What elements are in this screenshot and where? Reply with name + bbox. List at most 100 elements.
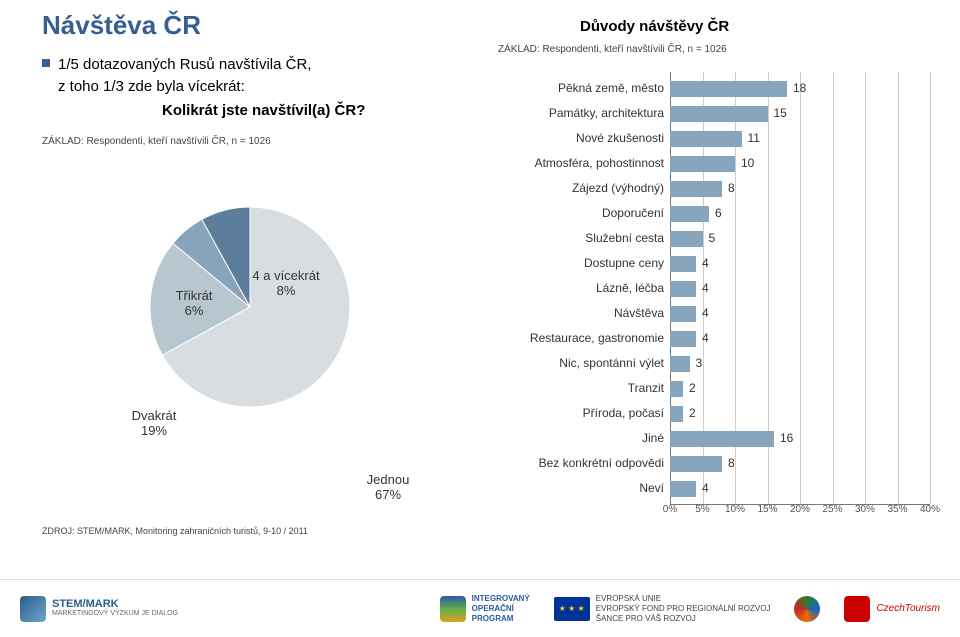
bar-rect: [670, 81, 787, 97]
bar-rect: [670, 331, 696, 347]
stemmark-slogan: MARKETINGOVÝ VÝZKUM JE DIALOG: [52, 609, 178, 619]
bar-rect: [670, 481, 696, 497]
eu-line-3: ŠANCE PRO VÁŠ ROZVOJ: [596, 614, 771, 624]
logo-eu: ★ ★ ★ EVROPSKÁ UNIE EVROPSKÝ FOND PRO RE…: [554, 594, 771, 624]
bar-x-tick-label: 30%: [850, 504, 880, 515]
bar-category-label: Lázně, léčba: [498, 276, 670, 301]
pie-slice-label: 4 a vícekrát8%: [226, 268, 346, 298]
bar-x-tick-label: 40%: [915, 504, 945, 515]
bar-value-label: 8: [728, 451, 735, 476]
bar-rect: [670, 206, 709, 222]
bullet-line-1: 1/5 dotazovaných Rusů navštívila ČR,: [58, 56, 311, 73]
bar-category-label: Jiné: [498, 426, 670, 451]
bar-category-label: Neví: [498, 476, 670, 501]
bar-category-label: Bez konkrétní odpovědi: [498, 451, 670, 476]
logo-mmr: [794, 596, 820, 622]
bar-value-label: 4: [702, 251, 709, 276]
bar-chart: 0%5%10%15%20%25%30%35%40%181511108654444…: [498, 72, 930, 522]
pie-base-note: ZÁKLAD: Respondenti, kteří navštívili ČR…: [42, 136, 271, 147]
bar-category-label: Návštěva: [498, 301, 670, 326]
mmr-icon: [794, 596, 820, 622]
eu-line-1: EVROPSKÁ UNIE: [596, 594, 771, 604]
bar-value-label: 5: [709, 226, 716, 251]
bar-chart-base-note: ZÁKLAD: Respondenti, kteří navštívili ČR…: [498, 44, 727, 55]
bar-value-label: 4: [702, 476, 709, 501]
bar-rect: [670, 381, 683, 397]
bar-gridline: [800, 72, 801, 504]
bar-value-label: 6: [715, 201, 722, 226]
bar-category-label: Služební cesta: [498, 226, 670, 251]
bar-value-label: 4: [702, 276, 709, 301]
bar-x-tick-label: 5%: [688, 504, 718, 515]
bar-x-tick-label: 10%: [720, 504, 750, 515]
bar-rect: [670, 156, 735, 172]
bar-value-label: 11: [748, 126, 760, 151]
bar-rect: [670, 356, 690, 372]
bar-category-label: Památky, architektura: [498, 101, 670, 126]
bar-category-label: Dostupne ceny: [498, 251, 670, 276]
bar-rect: [670, 406, 683, 422]
bar-category-label: Příroda, počasí: [498, 401, 670, 426]
pie-question: Kolikrát jste navštívil(a) ČR?: [162, 102, 365, 119]
iop-text: INTEGROVANÝ OPERAČNÍ PROGRAM: [472, 594, 530, 624]
footer-logos: STEM/MARK MARKETINGOVÝ VÝZKUM JE DIALOG …: [0, 579, 960, 637]
bar-category-label: Nové zkušenosti: [498, 126, 670, 151]
bar-rect: [670, 281, 696, 297]
page-title: Návštěva ČR: [42, 10, 201, 41]
bar-category-label: Restaurace, gastronomie: [498, 326, 670, 351]
bar-x-tick-label: 35%: [883, 504, 913, 515]
slide: Návštěva ČR 1/5 dotazovaných Rusů navští…: [0, 0, 960, 637]
bullet-text: 1/5 dotazovaných Rusů navštívila ČR, z t…: [42, 54, 311, 98]
eu-line-2: EVROPSKÝ FOND PRO REGIONÁLNÍ ROZVOJ: [596, 604, 771, 614]
bar-rect: [670, 131, 742, 147]
bar-rect: [670, 306, 696, 322]
bar-rect: [670, 456, 722, 472]
bar-x-tick-label: 0%: [655, 504, 685, 515]
bar-value-label: 8: [728, 176, 735, 201]
bar-category-label: Atmosféra, pohostinnost: [498, 151, 670, 176]
bar-value-label: 16: [780, 426, 793, 451]
czechtourism-icon: [844, 596, 870, 622]
logo-iop: INTEGROVANÝ OPERAČNÍ PROGRAM: [440, 594, 530, 624]
stemmark-name: STEM/MARK: [52, 599, 178, 609]
bar-gridline: [833, 72, 834, 504]
logo-stemmark: STEM/MARK MARKETINGOVÝ VÝZKUM JE DIALOG: [20, 596, 178, 622]
eu-flag-icon: ★ ★ ★: [554, 597, 590, 621]
pie-slice-label: Jednou67%: [328, 472, 448, 502]
bar-gridline: [898, 72, 899, 504]
logo-czechtourism: CzechTourism: [844, 596, 940, 622]
bar-value-label: 18: [793, 76, 806, 101]
bar-category-label: Tranzit: [498, 376, 670, 401]
bullet-icon: [42, 59, 50, 67]
bar-value-label: 4: [702, 301, 709, 326]
bar-rect: [670, 431, 774, 447]
pie-slice-label: Dvakrát19%: [94, 408, 214, 438]
czechtourism-text: CzechTourism: [876, 603, 940, 614]
stemmark-icon: [20, 596, 46, 622]
bar-category-label: Pěkná země, město: [498, 76, 670, 101]
bar-gridline: [930, 72, 931, 504]
bar-x-tick-label: 25%: [818, 504, 848, 515]
bar-rect: [670, 256, 696, 272]
bar-value-label: 10: [741, 151, 754, 176]
bar-plot-area: 0%5%10%15%20%25%30%35%40%181511108654444…: [670, 72, 930, 505]
pie-chart: Jednou67%Dvakrát19%Třikrát6%4 a vícekrát…: [120, 162, 380, 422]
bar-value-label: 2: [689, 376, 696, 401]
bar-category-label: Zájezd (výhodný): [498, 176, 670, 201]
bar-rect: [670, 106, 768, 122]
bar-x-tick-label: 20%: [785, 504, 815, 515]
bar-rect: [670, 231, 703, 247]
bar-value-label: 3: [696, 351, 703, 376]
iop-icon: [440, 596, 466, 622]
bar-gridline: [865, 72, 866, 504]
bar-category-label: Nic, spontánní výlet: [498, 351, 670, 376]
bar-value-label: 2: [689, 401, 696, 426]
bullet-line-2: z toho 1/3 zde byla vícekrát:: [58, 78, 245, 95]
bar-value-label: 4: [702, 326, 709, 351]
bar-x-tick-label: 15%: [753, 504, 783, 515]
bar-chart-title: Důvody návštěvy ČR: [580, 18, 729, 35]
source-note: ZDROJ: STEM/MARK, Monitoring zahraničníc…: [42, 526, 308, 536]
bar-rect: [670, 181, 722, 197]
bar-category-label: Doporučení: [498, 201, 670, 226]
bar-value-label: 15: [774, 101, 787, 126]
